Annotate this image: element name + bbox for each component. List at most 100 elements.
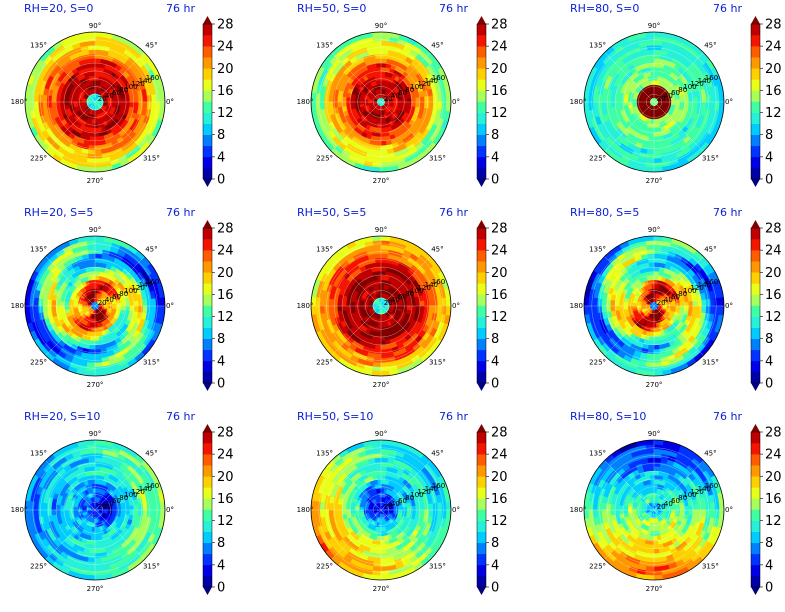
heatmap-cell	[336, 305, 343, 313]
heatmap-cell	[94, 240, 104, 246]
radial-tick-label: 100	[410, 287, 423, 295]
heatmap-cell	[647, 344, 655, 351]
heatmap-cell	[380, 257, 388, 263]
heatmap-cell	[646, 49, 655, 55]
angular-gridline	[653, 52, 704, 103]
radial-tick-label: 60	[112, 293, 121, 301]
heatmap-cell	[319, 101, 325, 111]
radial-tick-label: 120	[417, 80, 430, 88]
colorbar-segment	[477, 250, 486, 262]
heatmap-cell	[645, 158, 655, 164]
angle-tick-label: 90°	[648, 22, 660, 30]
polar-frame	[310, 31, 452, 173]
heatmap-cell	[120, 101, 126, 107]
heatmap-cell	[645, 162, 655, 168]
heatmap-cell	[380, 40, 390, 46]
heatmap-cell	[377, 123, 382, 129]
heatmap-cell	[653, 145, 661, 151]
colorbar-tick-label: 24	[217, 244, 234, 259]
heatmap-cell	[437, 93, 443, 103]
angle-tick-label: 270°	[87, 177, 104, 185]
colorbar-segment	[751, 79, 760, 91]
colorbar-segment	[203, 360, 212, 373]
polar-grid	[311, 236, 451, 376]
heatmap-cell	[653, 240, 663, 246]
heatmap-cell	[653, 57, 661, 64]
colorbar-segment	[751, 46, 760, 58]
heatmap-cell	[88, 344, 96, 351]
angle-tick-label: 270°	[373, 381, 390, 389]
colorbar-extend-max	[203, 220, 212, 228]
colorbar-segment	[203, 68, 212, 80]
heatmap-cell	[714, 297, 720, 307]
angular-gridline	[45, 101, 96, 152]
colorbar-segment	[203, 35, 212, 47]
heatmap-cell	[50, 305, 57, 313]
heatmap-cell	[424, 101, 430, 109]
heatmap-cell	[701, 101, 707, 110]
angular-gridline	[653, 101, 704, 152]
heatmap-cell	[336, 101, 343, 109]
heatmap-cell	[377, 119, 382, 125]
colorbar-frame	[750, 23, 761, 180]
heatmap-cell	[647, 257, 655, 263]
heatmap-cell	[653, 349, 661, 355]
radial-tick-label: 20	[98, 95, 107, 103]
heatmap-cell	[86, 244, 96, 250]
heatmap-cell	[645, 36, 655, 42]
heatmap-cell	[380, 261, 388, 268]
heatmap-cell	[315, 297, 321, 307]
angle-tick-label: 180°	[297, 98, 314, 106]
heatmap-cell	[592, 101, 598, 111]
heatmap-cell	[380, 240, 390, 246]
heatmap-cell	[601, 94, 607, 103]
heatmap-cell	[437, 101, 443, 111]
heatmap-cell	[588, 297, 594, 307]
colorbar-tick-label: 20	[217, 266, 234, 281]
heatmap-cell	[650, 119, 655, 125]
heatmap-cell	[588, 305, 594, 315]
heatmap-cell	[653, 36, 663, 42]
colorbar-segment	[203, 349, 212, 362]
angle-tick-label: 315°	[143, 154, 160, 162]
heatmap-cell	[94, 49, 103, 55]
heatmap-field	[584, 32, 724, 172]
heatmap-cell	[653, 257, 661, 263]
colorbar-segment	[203, 134, 212, 147]
heatmap-cell	[151, 101, 157, 111]
heatmap-cell	[94, 140, 102, 147]
polar-frame	[583, 31, 725, 173]
colorbar-segment	[477, 123, 486, 136]
colorbar-segment	[477, 112, 486, 124]
radial-tick-label: 60	[671, 89, 680, 97]
radial-tick-label: 100	[124, 83, 137, 91]
heatmap-cell	[380, 57, 388, 64]
colorbar-tick-label: 0	[491, 173, 499, 188]
colorbar-tick-label: 20	[491, 266, 508, 281]
angle-tick-label: 45°	[145, 42, 157, 50]
heatmap-cell	[380, 353, 389, 359]
polar-grid	[584, 32, 724, 172]
colorbar-segment	[203, 305, 212, 317]
colorbar-segment	[751, 24, 760, 36]
radial-tick-label: 80	[405, 290, 414, 298]
panel-time-label: 76 hr	[713, 2, 742, 15]
heatmap-cell	[692, 299, 699, 307]
heatmap-cell	[675, 305, 681, 310]
heatmap-cell	[328, 101, 334, 110]
colorbar-segment	[203, 294, 212, 306]
panel-title: RH=20, S=5	[24, 206, 93, 219]
heatmap-cell	[697, 299, 703, 307]
heatmap-cell	[380, 158, 390, 164]
heatmap-cell	[692, 305, 699, 313]
heatmap-cell	[29, 305, 35, 315]
heatmap-cell	[33, 101, 39, 111]
angle-tick-label: 135°	[316, 42, 333, 50]
heatmap-cell	[94, 40, 104, 46]
colorbar-segment	[477, 79, 486, 91]
heatmap-cell	[94, 349, 102, 355]
colorbar-extend-min	[203, 383, 212, 391]
